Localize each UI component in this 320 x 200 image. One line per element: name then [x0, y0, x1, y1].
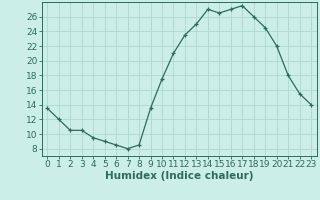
X-axis label: Humidex (Indice chaleur): Humidex (Indice chaleur) [105, 171, 253, 181]
